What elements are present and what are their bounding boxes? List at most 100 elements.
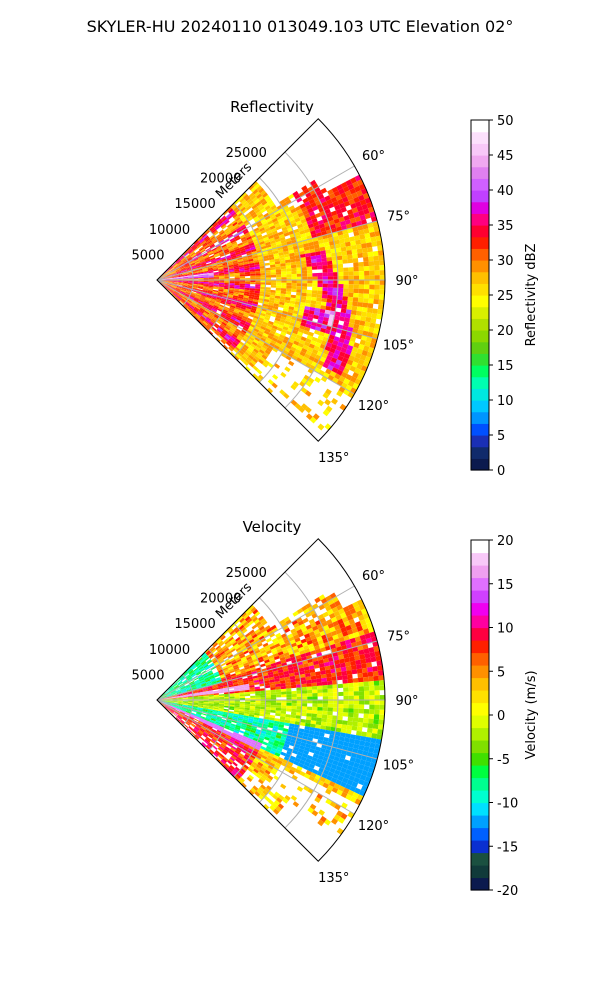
echo-cell <box>186 256 192 260</box>
echo-cell <box>349 188 357 195</box>
echo-cell <box>312 693 318 697</box>
echo-cell <box>174 710 180 714</box>
echo-cell <box>320 375 328 383</box>
echo-cell <box>229 210 235 216</box>
echo-cell <box>203 706 209 708</box>
echo-cell <box>328 700 334 704</box>
echo-cell <box>249 689 256 692</box>
echo-cell <box>368 718 374 724</box>
echo-cell <box>324 778 331 785</box>
echo-cell <box>320 227 327 233</box>
echo-cell <box>250 631 257 637</box>
echo-cell <box>333 218 340 224</box>
echo-cell <box>162 700 168 702</box>
echo-cell <box>357 677 364 683</box>
echo-cell <box>371 733 378 739</box>
echo-cell <box>336 604 343 611</box>
echo-cell <box>324 765 331 772</box>
echo-cell <box>212 230 218 235</box>
echo-cell <box>280 290 287 295</box>
echo-cell <box>354 636 361 642</box>
echo-cell <box>284 302 290 307</box>
echo-cell <box>305 216 312 222</box>
echo-cell <box>300 387 308 394</box>
echo-cell <box>182 705 188 708</box>
echo-cell <box>234 701 240 704</box>
echo-cell <box>187 257 192 261</box>
echo-cell <box>273 253 279 257</box>
echo-cell <box>182 297 188 301</box>
echo-cell <box>260 337 266 343</box>
echo-cell <box>327 771 335 778</box>
echo-cell <box>269 342 276 348</box>
echo-cell <box>252 330 259 335</box>
echo-cell <box>223 647 230 653</box>
range-tick-label: 15000 <box>174 197 215 212</box>
echo-cell <box>334 204 341 211</box>
echo-cell <box>279 334 286 340</box>
echo-cell <box>186 709 192 712</box>
echo-cell <box>374 289 380 295</box>
echo-cell <box>185 712 191 716</box>
echo-cell <box>300 233 307 238</box>
echo-cell <box>204 258 211 262</box>
echo-cell <box>341 675 348 680</box>
echo-cell <box>368 256 374 262</box>
echo-cell <box>213 723 220 728</box>
echo-cell <box>221 678 227 682</box>
echo-cell <box>202 271 209 273</box>
echo-cell <box>202 672 208 677</box>
echo-cell <box>327 272 334 277</box>
echo-cell <box>306 754 313 761</box>
echo-cell <box>327 202 335 209</box>
echo-cell <box>361 243 367 249</box>
echo-cell <box>368 681 375 687</box>
echo-cell <box>260 229 267 235</box>
echo-cell <box>326 355 333 361</box>
echo-cell <box>191 266 197 270</box>
echo-cell <box>239 694 245 697</box>
colorbar-tick-label: 15 <box>497 359 514 374</box>
echo-cell <box>374 323 381 330</box>
echo-cell <box>324 345 331 352</box>
echo-cell <box>237 259 243 263</box>
echo-cell <box>213 314 219 319</box>
echo-cell <box>203 673 209 678</box>
echo-cell <box>368 298 374 304</box>
echo-cell <box>182 275 188 277</box>
azimuth-gridline <box>156 165 355 281</box>
echo-cell <box>193 282 199 284</box>
echo-cell <box>309 646 316 652</box>
echo-cell <box>281 202 288 208</box>
echo-cell <box>178 683 184 687</box>
echo-cell <box>308 343 315 349</box>
echo-cell <box>297 643 304 649</box>
echo-cell <box>353 288 359 294</box>
echo-cell <box>366 312 373 318</box>
echo-cell <box>174 685 179 689</box>
echo-cell <box>268 302 274 306</box>
echo-cell <box>249 271 256 274</box>
echo-cell <box>300 718 306 723</box>
echo-cell <box>368 747 375 753</box>
echo-cell <box>336 299 343 305</box>
echo-cell <box>200 307 206 312</box>
echo-cell <box>175 289 180 293</box>
echo-cell <box>286 274 292 278</box>
echo-cell <box>306 334 313 341</box>
echo-cell <box>359 695 365 700</box>
echo-cell <box>377 670 384 676</box>
echo-cell <box>248 298 254 302</box>
echo-cell <box>196 685 202 688</box>
echo-cell <box>169 687 174 691</box>
echo-cell <box>293 326 300 332</box>
echo-cell <box>224 282 230 285</box>
echo-cell <box>280 331 287 337</box>
echo-cell <box>227 263 234 266</box>
echo-cell <box>349 365 357 372</box>
echo-cell <box>289 303 295 308</box>
echo-cell <box>258 678 265 682</box>
echo-cell <box>280 268 287 272</box>
echo-cell <box>262 234 269 239</box>
echo-cell <box>343 233 350 239</box>
